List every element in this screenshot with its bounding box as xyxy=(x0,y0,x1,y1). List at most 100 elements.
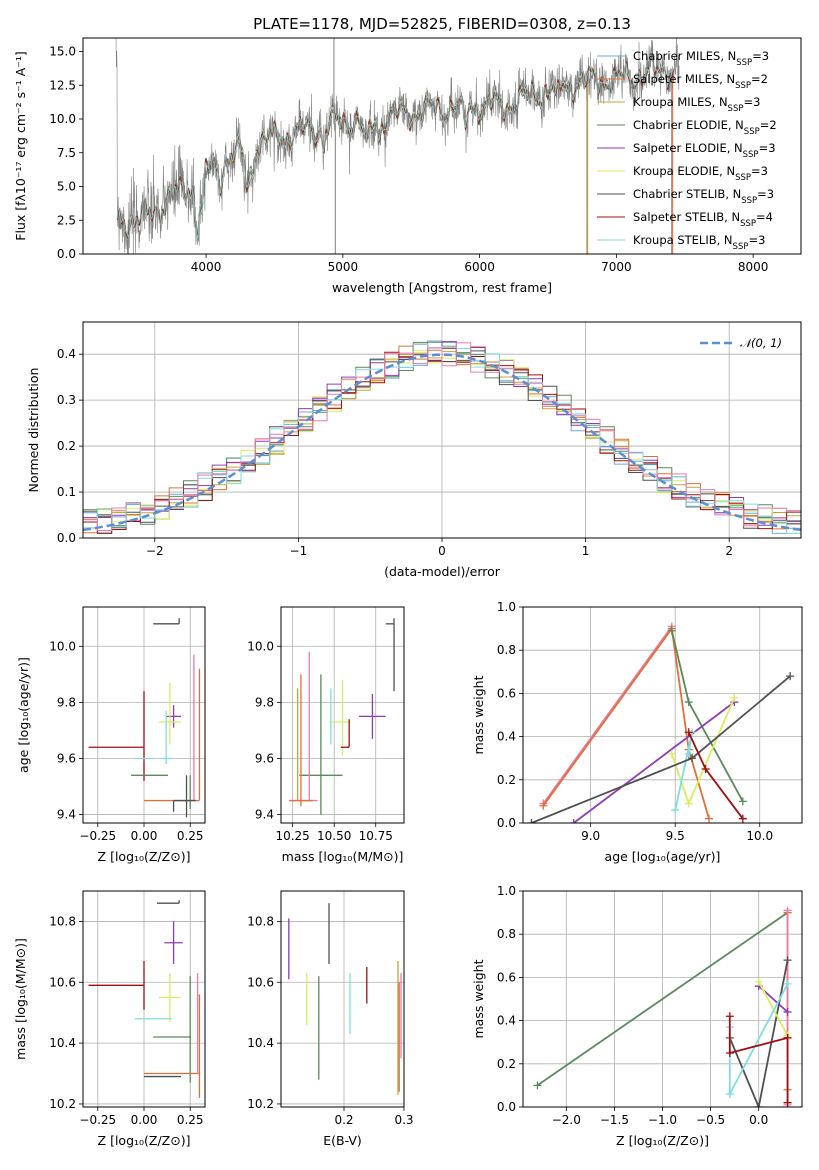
x-tick-label: −0.5 xyxy=(696,1113,725,1127)
histogram-lines xyxy=(83,340,801,534)
y-tick-label: 10.4 xyxy=(49,1036,76,1050)
y-tick-label: 0.0 xyxy=(57,247,76,261)
errorbar-point xyxy=(340,719,350,748)
x-axis-label: age [log₁₀(age/yr)] xyxy=(605,849,721,864)
legend-subscript: SSP xyxy=(735,173,751,183)
x-tick-label: 0.00 xyxy=(131,829,158,843)
x-tick-label: 9.0 xyxy=(581,829,600,843)
chart-title: PLATE=1178, MJD=52825, FIBERID=0308, z=0… xyxy=(253,15,631,33)
plus-marker xyxy=(671,806,680,815)
y-axis-label: Flux [fλ10⁻¹⁷ erg cm⁻² s⁻¹ A⁻¹] xyxy=(13,51,28,240)
x-tick-label: −1.5 xyxy=(600,1113,629,1127)
massweight_vs_age-lines xyxy=(527,622,795,823)
errorbar-point xyxy=(289,674,313,807)
x-axis-label: E(B-V) xyxy=(323,1133,362,1148)
plus-marker xyxy=(667,626,676,635)
x-tick-label: 7000 xyxy=(601,260,632,274)
x-axis-label: mass [log₁₀(M/M⊙)] xyxy=(282,849,404,864)
legend-label: Salpeter STELIB, NSSP=4 xyxy=(633,210,773,229)
errorbar-point xyxy=(172,799,196,812)
x-tick-label: −2 xyxy=(146,544,164,558)
mass_vs_Z-points xyxy=(88,900,201,1098)
age_vs_mass-frame: 10.25 10.50 10.75 9.4 9.6 9.8 10.0 mass [log₁₀(… xyxy=(247,606,405,864)
y-tick-label: 0.0 xyxy=(497,1100,516,1114)
x-tick-label: 0.3 xyxy=(394,1113,413,1127)
errorbar-point xyxy=(158,973,181,1022)
x-tick-label: 0 xyxy=(438,544,446,558)
age_vs_mass-points xyxy=(289,618,395,815)
pink-histogram xyxy=(83,342,801,531)
y-tick-label: 0.8 xyxy=(497,927,516,941)
x-tick-label: −2.0 xyxy=(552,1113,581,1127)
plus-marker xyxy=(684,698,693,707)
chabrier-stelib-line xyxy=(531,675,791,823)
y-tick-label: 10.4 xyxy=(247,1036,274,1050)
y-tick-label: 9.6 xyxy=(57,751,76,765)
chabrier-stelib-line xyxy=(728,959,789,1107)
y-tick-label: 10.0 xyxy=(49,639,76,653)
x-axis-label: wavelength [Angstrom, rest frame] xyxy=(332,280,552,295)
y-tick-label: 0.2 xyxy=(57,439,76,453)
plus-marker xyxy=(783,1007,792,1016)
spectrum-lines xyxy=(115,38,680,254)
errorbar-point xyxy=(166,705,181,728)
errorbar-point xyxy=(160,710,172,765)
plus-marker xyxy=(738,797,747,806)
kroupa-elodie-line xyxy=(757,981,789,1037)
plus-marker xyxy=(754,977,763,986)
y-tick-label: 1.0 xyxy=(497,884,516,898)
x-tick-label: −1.0 xyxy=(648,1113,677,1127)
errorbar-point xyxy=(153,618,180,625)
y-tick-label: 0.0 xyxy=(57,531,76,545)
legend-subscript: SSP xyxy=(735,81,751,91)
y-tick-label: 9.4 xyxy=(255,808,274,822)
errorbar-point xyxy=(164,921,183,965)
legend-label: Kroupa ELODIE, NSSP=3 xyxy=(633,164,768,183)
legend-label: Chabrier STELIB, NSSP=3 xyxy=(633,187,774,206)
x-tick-label: −0.25 xyxy=(79,829,116,843)
y-axis-label: mass [log₁₀(M/M⊙)] xyxy=(13,938,28,1060)
y-tick-label: 10.6 xyxy=(49,975,76,989)
plus-marker xyxy=(730,693,739,702)
errorbar-point xyxy=(385,618,395,692)
plot-frame xyxy=(280,606,405,824)
mass_vs_ebv-frame: 0.2 0.3 10.2 10.4 10.6 10.8 E(B-V) xyxy=(247,890,414,1148)
mass_vs_ebv-points xyxy=(288,903,402,1095)
errorbar-point xyxy=(289,651,318,802)
plus-marker xyxy=(783,1033,792,1042)
pink-line xyxy=(542,625,673,805)
y-tick-label: 10.0 xyxy=(49,112,76,126)
plus-marker xyxy=(527,819,536,823)
x-tick-label: 10.0 xyxy=(746,829,773,843)
y-tick-label: 10.0 xyxy=(247,639,274,653)
errorbar-point xyxy=(144,668,201,802)
x-tick-label: 1 xyxy=(582,544,590,558)
y-tick-label: 2.5 xyxy=(57,213,76,227)
plus-marker xyxy=(725,1012,734,1021)
errorbar-point xyxy=(144,994,201,1098)
spectrum-frame: 4000 5000 6000 7000 8000 0.0 2.5 5.0 7.5 10.0 12.5… xyxy=(13,15,802,295)
plus-marker xyxy=(783,956,792,965)
y-axis-label: mass weight xyxy=(471,675,486,754)
legend-subscript: SSP xyxy=(741,196,757,206)
x-tick-label: 0.0 xyxy=(749,1113,768,1127)
plus-marker xyxy=(539,801,548,810)
massweight_vs_age-frame: 9.0 9.5 10.0 0.0 0.2 0.4 0.6 0.8 1.0 age [log₁₀(a… xyxy=(471,600,803,864)
x-axis-label: Z [log₁₀(Z/Z⊙)] xyxy=(98,849,191,864)
y-axis-label: Normed distribution xyxy=(26,368,41,493)
y-tick-label: 9.4 xyxy=(57,808,76,822)
y-axis-label: mass weight xyxy=(471,959,486,1038)
y-tick-label: 0.4 xyxy=(57,347,76,361)
plus-marker xyxy=(701,765,710,773)
x-tick-label: 0.2 xyxy=(334,1113,353,1127)
x-tick-label: −0.25 xyxy=(79,1113,116,1127)
residuals-frame: −2 −1 0 1 2 0.0 0.1 0.2 0.3 0.4 (data-model)/error… xyxy=(26,321,802,579)
y-tick-label: 10.8 xyxy=(49,914,76,928)
legend-subscript: SSP xyxy=(743,150,759,160)
x-tick-label: 9.5 xyxy=(666,829,685,843)
plus-marker xyxy=(688,754,697,763)
x-tick-label: 0.25 xyxy=(177,1113,204,1127)
y-tick-label: 5.0 xyxy=(57,180,76,194)
x-axis-label: Z [log₁₀(Z/Z⊙)] xyxy=(98,1133,191,1148)
